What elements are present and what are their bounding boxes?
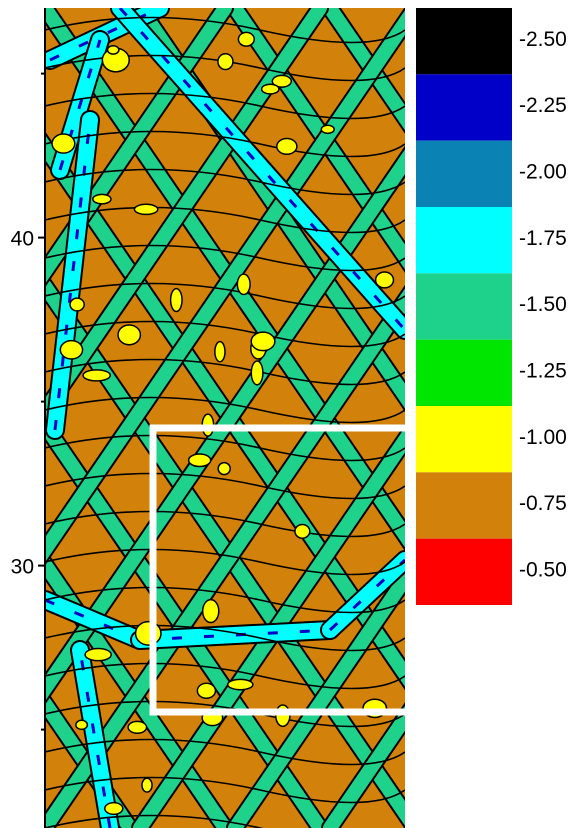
yellow-spot [169, 287, 183, 313]
trough-core [49, 8, 161, 62]
yellow-spot [127, 720, 148, 734]
y-tick-label: 40 [11, 228, 34, 251]
yellow-spot [117, 324, 142, 346]
yellow-spot [141, 777, 153, 793]
trough-core [53, 119, 92, 431]
yellow-spot [201, 598, 220, 624]
yellow-spot [75, 719, 89, 731]
yellow-spot [133, 203, 159, 216]
cell-outline [45, 434, 405, 462]
colorbar-band [416, 207, 512, 274]
yellow-spot [59, 339, 84, 360]
yellow-spot [236, 273, 251, 296]
yellow-spot [260, 83, 280, 95]
ridge-asc [45, 8, 232, 284]
yellow-spot [69, 297, 85, 312]
contour-field [0, 8, 571, 828]
ridge-asc [228, 566, 405, 828]
y-tick-label: 30 [11, 556, 34, 579]
yellow-spot [214, 340, 226, 363]
cell-outline [45, 776, 405, 804]
colorbar-band [416, 472, 512, 539]
ridge-asc [45, 288, 405, 828]
cell-outline [45, 472, 405, 500]
cell-outline [45, 738, 405, 766]
yellow-spot [92, 193, 112, 205]
yellow-spot [217, 52, 234, 71]
colorbar-label: -2.25 [519, 94, 567, 117]
colorbar-band [416, 406, 512, 473]
yellow-spot [134, 620, 162, 646]
colorbar-band [416, 273, 512, 340]
colorbar-label: -2.00 [519, 161, 567, 184]
colorbar-band [416, 74, 512, 141]
yellow-spot [196, 682, 217, 700]
yellow-spot [106, 45, 120, 55]
ridge-asc [45, 10, 405, 563]
yellow-spot [217, 461, 231, 476]
cell-outline [45, 130, 405, 158]
colorbar-label: -2.50 [519, 28, 567, 51]
yellow-spot [84, 647, 112, 662]
cell-lattice [0, 8, 571, 828]
colorbar-band [416, 140, 512, 207]
y-axis: 40 30 [11, 72, 45, 731]
colorbar-band [416, 8, 512, 75]
colorbar-band [416, 538, 512, 605]
cell-outline [45, 548, 405, 576]
cell-outline [45, 16, 405, 44]
yellow-spot [271, 74, 293, 88]
trough-core [118, 8, 405, 331]
ridge-desc [520, 8, 571, 828]
colorbar-label: -1.00 [519, 426, 567, 449]
yellow-spot [274, 704, 291, 728]
cell-outline [45, 168, 405, 196]
colorbar-band [416, 339, 512, 406]
trough [322, 552, 405, 638]
field-left-border [44, 8, 46, 828]
colorbar-label: -0.50 [519, 559, 567, 582]
yellow-spot [82, 369, 112, 382]
yellow-spot [250, 331, 276, 352]
cell-outline [45, 92, 405, 120]
colorbar-label: -1.50 [519, 293, 567, 316]
trough [72, 642, 118, 828]
cell-outline [45, 662, 405, 690]
colorbar-label: -1.75 [519, 227, 567, 250]
cell-outline [45, 586, 405, 614]
colorbar: -2.50 -2.25 -2.00 -1.75 -1.50 -1.25 -1.00 -0.75… [416, 8, 567, 605]
yellow-spot [374, 271, 395, 289]
yellow-spots [51, 31, 395, 816]
trough [45, 592, 148, 648]
ridge-asc [45, 149, 405, 702]
cell-outline [45, 282, 405, 310]
yellow-spot [237, 31, 255, 47]
yellow-spot [320, 124, 335, 135]
ridge-desc-outline [0, 8, 35, 828]
cell-outline [45, 396, 405, 424]
ridge-asc [133, 427, 405, 828]
yellow-spot [104, 801, 124, 816]
yellow-spot [51, 133, 76, 154]
ridge-asc-outline [520, 8, 571, 828]
cell-outline [45, 510, 405, 538]
ridge-asc [520, 8, 571, 828]
cell-outline [45, 206, 405, 234]
yellow-spot [187, 453, 212, 468]
trough-core [58, 39, 102, 171]
ridge-desc-outline [520, 8, 571, 828]
ridge-desc [0, 8, 35, 828]
yellow-spot [276, 137, 298, 156]
yellow-spot [226, 678, 254, 691]
colorbar-label: -0.75 [519, 492, 567, 515]
yellow-spot [250, 360, 264, 386]
ridge-asc [45, 8, 327, 424]
colorbar-label: -1.25 [519, 360, 567, 383]
cell-outline [45, 624, 405, 652]
trough [132, 622, 338, 648]
yellow-spot [294, 523, 311, 539]
cell-outline [45, 244, 405, 272]
